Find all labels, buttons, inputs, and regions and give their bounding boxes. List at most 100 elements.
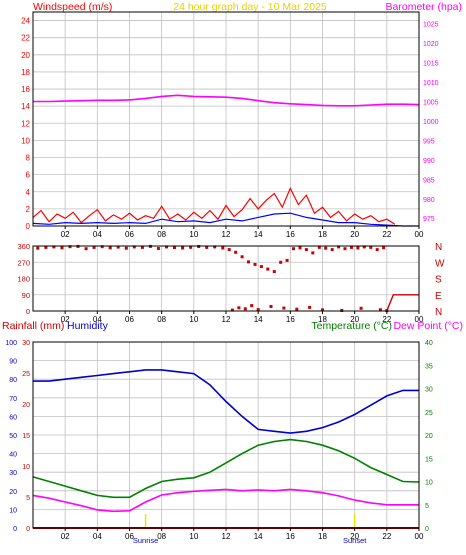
humidity-tick-label: 100 xyxy=(5,340,17,347)
direction-point xyxy=(350,245,353,249)
barometer-tick-label: 1000 xyxy=(423,119,439,126)
barometer-tick-label: 995 xyxy=(423,138,435,145)
temperature-tick-label: 35 xyxy=(425,363,433,370)
average-series-line xyxy=(32,212,419,227)
barometer-series-line xyxy=(33,94,420,107)
direction-tick-label: 270 xyxy=(17,258,30,267)
gust-series-line xyxy=(32,186,396,225)
direction-point xyxy=(317,245,321,249)
direction-point xyxy=(124,246,128,250)
direction-point xyxy=(181,246,185,250)
wind-panel-x-tick-label: 18 xyxy=(318,230,327,239)
direction-point xyxy=(189,245,193,249)
direction-point xyxy=(298,246,302,250)
wind-panel-x-tick-label: 00 xyxy=(415,230,424,239)
rainfall-tick-label: 0 xyxy=(26,526,30,533)
wind-panel-x-tick-label: 22 xyxy=(382,230,391,239)
direction-point xyxy=(44,245,48,249)
windspeed-tick-label: 20 xyxy=(21,51,30,60)
barometer-tick-label: 975 xyxy=(423,216,435,223)
direction-point xyxy=(92,245,96,249)
direction-point xyxy=(279,260,283,264)
direction-point xyxy=(330,248,334,252)
wind-panel-x-tick-label: 06 xyxy=(125,230,134,239)
climate-panel-x-tick-label: 10 xyxy=(189,532,198,541)
direction-point xyxy=(375,248,379,252)
wind-panel-x-tick-label: 14 xyxy=(254,230,263,239)
temperature-tick-label: 30 xyxy=(425,387,433,394)
direction-point xyxy=(250,304,254,308)
direction-point xyxy=(165,245,168,249)
humidity-tick-label: 90 xyxy=(9,359,17,366)
climate-panel-x-tick-label: 20 xyxy=(350,532,359,541)
barometer-tick-label: 1020 xyxy=(423,41,439,48)
humidity-tick-label: 10 xyxy=(9,507,17,514)
windspeed-tick-label: 4 xyxy=(26,188,31,197)
windspeed-tick-label: 24 xyxy=(21,17,30,26)
wind-panel-x-tick-label: 10 xyxy=(189,230,198,239)
direction-point xyxy=(156,247,160,250)
direction-point xyxy=(356,246,360,250)
windspeed-tick-label: 8 xyxy=(26,154,31,163)
direction-point xyxy=(378,308,382,312)
climate-panel-x-tick-label: 04 xyxy=(93,532,102,541)
direction-point xyxy=(259,265,263,269)
climate-panel-x-tick-label: 18 xyxy=(318,532,327,541)
direction-panel-x-tick-label: 10 xyxy=(189,315,198,324)
windspeed-tick-label: 22 xyxy=(21,34,30,43)
compass-tick-label: W xyxy=(435,258,445,269)
direction-tick-label: 180 xyxy=(17,275,30,284)
barometer-tick-label: 990 xyxy=(423,158,435,165)
direction-point xyxy=(311,251,315,255)
direction-point xyxy=(234,250,238,254)
direction-point xyxy=(285,258,289,262)
direction-point xyxy=(84,247,88,251)
temperature-tick-label: 20 xyxy=(425,433,433,440)
temperature-tick-label: 10 xyxy=(425,480,433,487)
humidity-tick-label: 20 xyxy=(9,489,17,496)
direction-point xyxy=(140,245,144,249)
temperature-axis-label: Temperature (°C) xyxy=(311,320,392,332)
direction-panel-x-tick-label: 06 xyxy=(125,315,134,324)
direction-point xyxy=(100,245,104,249)
windspeed-axis-label: Windspeed (m/s) xyxy=(33,1,112,13)
temperature-series-line xyxy=(32,438,420,499)
wind-panel-x-tick-label: 08 xyxy=(157,230,166,239)
humidity-series-line xyxy=(33,369,419,434)
direction-point xyxy=(52,245,56,249)
temperature-tick-label: 15 xyxy=(425,456,433,463)
direction-tick-label: 90 xyxy=(22,291,30,300)
direction-point xyxy=(337,245,341,249)
wind-panel-x-tick-label: 02 xyxy=(61,230,70,239)
wind-panel-x-tick-label: 04 xyxy=(93,230,102,239)
direction-point xyxy=(269,305,273,308)
climate-panel-x-tick-label: 12 xyxy=(222,532,231,541)
humidity-tick-label: 30 xyxy=(9,470,17,477)
temperature-tick-label: 40 xyxy=(425,340,433,347)
direction-panel-x-tick-label: 18 xyxy=(318,315,327,324)
wind-panel-x-tick-label: 12 xyxy=(222,230,231,239)
wind-panel-x-tick-label: 16 xyxy=(286,230,295,239)
direction-point xyxy=(308,305,312,309)
compass-tick-label: N xyxy=(435,242,442,253)
windspeed-tick-label: 12 xyxy=(21,119,30,128)
direction-point xyxy=(272,270,276,274)
direction-point xyxy=(227,248,231,252)
temperature-tick-label: 0 xyxy=(425,526,429,533)
humidity-axis-label: Humidity xyxy=(67,320,109,332)
direction-point xyxy=(295,307,299,311)
direction-point xyxy=(221,246,225,250)
direction-panel-x-tick-label: 04 xyxy=(93,315,102,324)
humidity-tick-label: 70 xyxy=(9,396,17,403)
direction-point xyxy=(292,247,295,251)
direction-point xyxy=(205,245,209,249)
compass-tick-label: N xyxy=(435,307,442,318)
humidity-tick-label: 40 xyxy=(9,452,17,459)
direction-point xyxy=(321,308,324,312)
barometer-tick-label: 1005 xyxy=(423,99,439,106)
sunrise-label: Sunrise xyxy=(133,536,158,545)
climate-panel-x-tick-label: 06 xyxy=(125,532,134,541)
direction-point xyxy=(230,308,234,312)
direction-panel-x-tick-label: 22 xyxy=(382,315,391,324)
compass-tick-label: S xyxy=(435,275,442,286)
